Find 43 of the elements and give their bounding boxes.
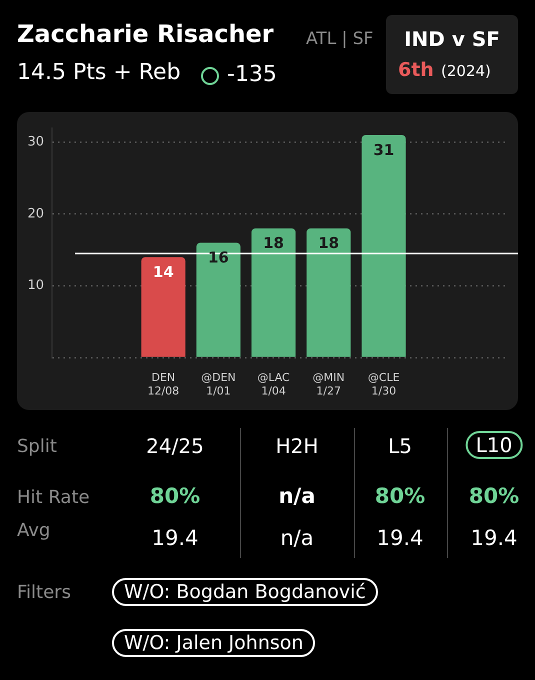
x-tick-label: @LAC 1/04	[257, 371, 290, 398]
text: H2H	[276, 434, 318, 458]
data-label: 18	[263, 234, 284, 252]
bar	[362, 134, 406, 357]
y-tick-label: 20	[27, 206, 44, 222]
text: 19.4	[470, 526, 518, 550]
text: 19.4	[376, 526, 424, 550]
text: 24/25	[146, 434, 204, 458]
chart-subtitle: 14.5 Pts + Reb	[17, 60, 181, 85]
x-tick-label: @MIN 1/27	[312, 371, 345, 398]
text: n/a	[280, 526, 314, 550]
text: W/O: Bogdan Bogdanović	[112, 578, 378, 606]
y-tick-label: 10	[27, 278, 44, 294]
bar	[141, 257, 186, 357]
x-tick-label: @DEN 1/01	[201, 371, 236, 398]
text: 6th	[398, 59, 434, 81]
text: L10	[466, 431, 522, 459]
text: ATL | SF	[306, 29, 374, 49]
text: IND v SF	[404, 27, 500, 51]
text: 80%	[150, 484, 200, 508]
text: -135	[227, 62, 277, 87]
text: (2024)	[441, 62, 491, 80]
text: Hit Rate	[17, 487, 90, 508]
bar	[251, 228, 296, 357]
text: 80%	[374, 484, 426, 508]
chart-title: Zaccharie Risacher	[17, 20, 274, 48]
bar	[306, 228, 351, 357]
data-label: 14	[152, 262, 174, 281]
x-tick-label: @CLE 1/30	[368, 371, 400, 398]
text: Filters	[17, 582, 71, 603]
text: W/O: Jalen Johnson	[112, 629, 316, 657]
y-tick-label: 30	[27, 134, 44, 150]
text: 80%	[468, 484, 520, 508]
x-tick-label: DEN 12/08	[147, 371, 180, 398]
data-label: 18	[318, 234, 340, 252]
text: L5	[388, 434, 412, 458]
text: Avg	[17, 520, 50, 541]
data-label: 16	[208, 248, 229, 267]
text: n/a	[278, 484, 316, 508]
bar	[196, 242, 240, 357]
text: Split	[17, 436, 57, 457]
data-label: 31	[373, 140, 394, 159]
text: 19.4	[152, 526, 198, 550]
